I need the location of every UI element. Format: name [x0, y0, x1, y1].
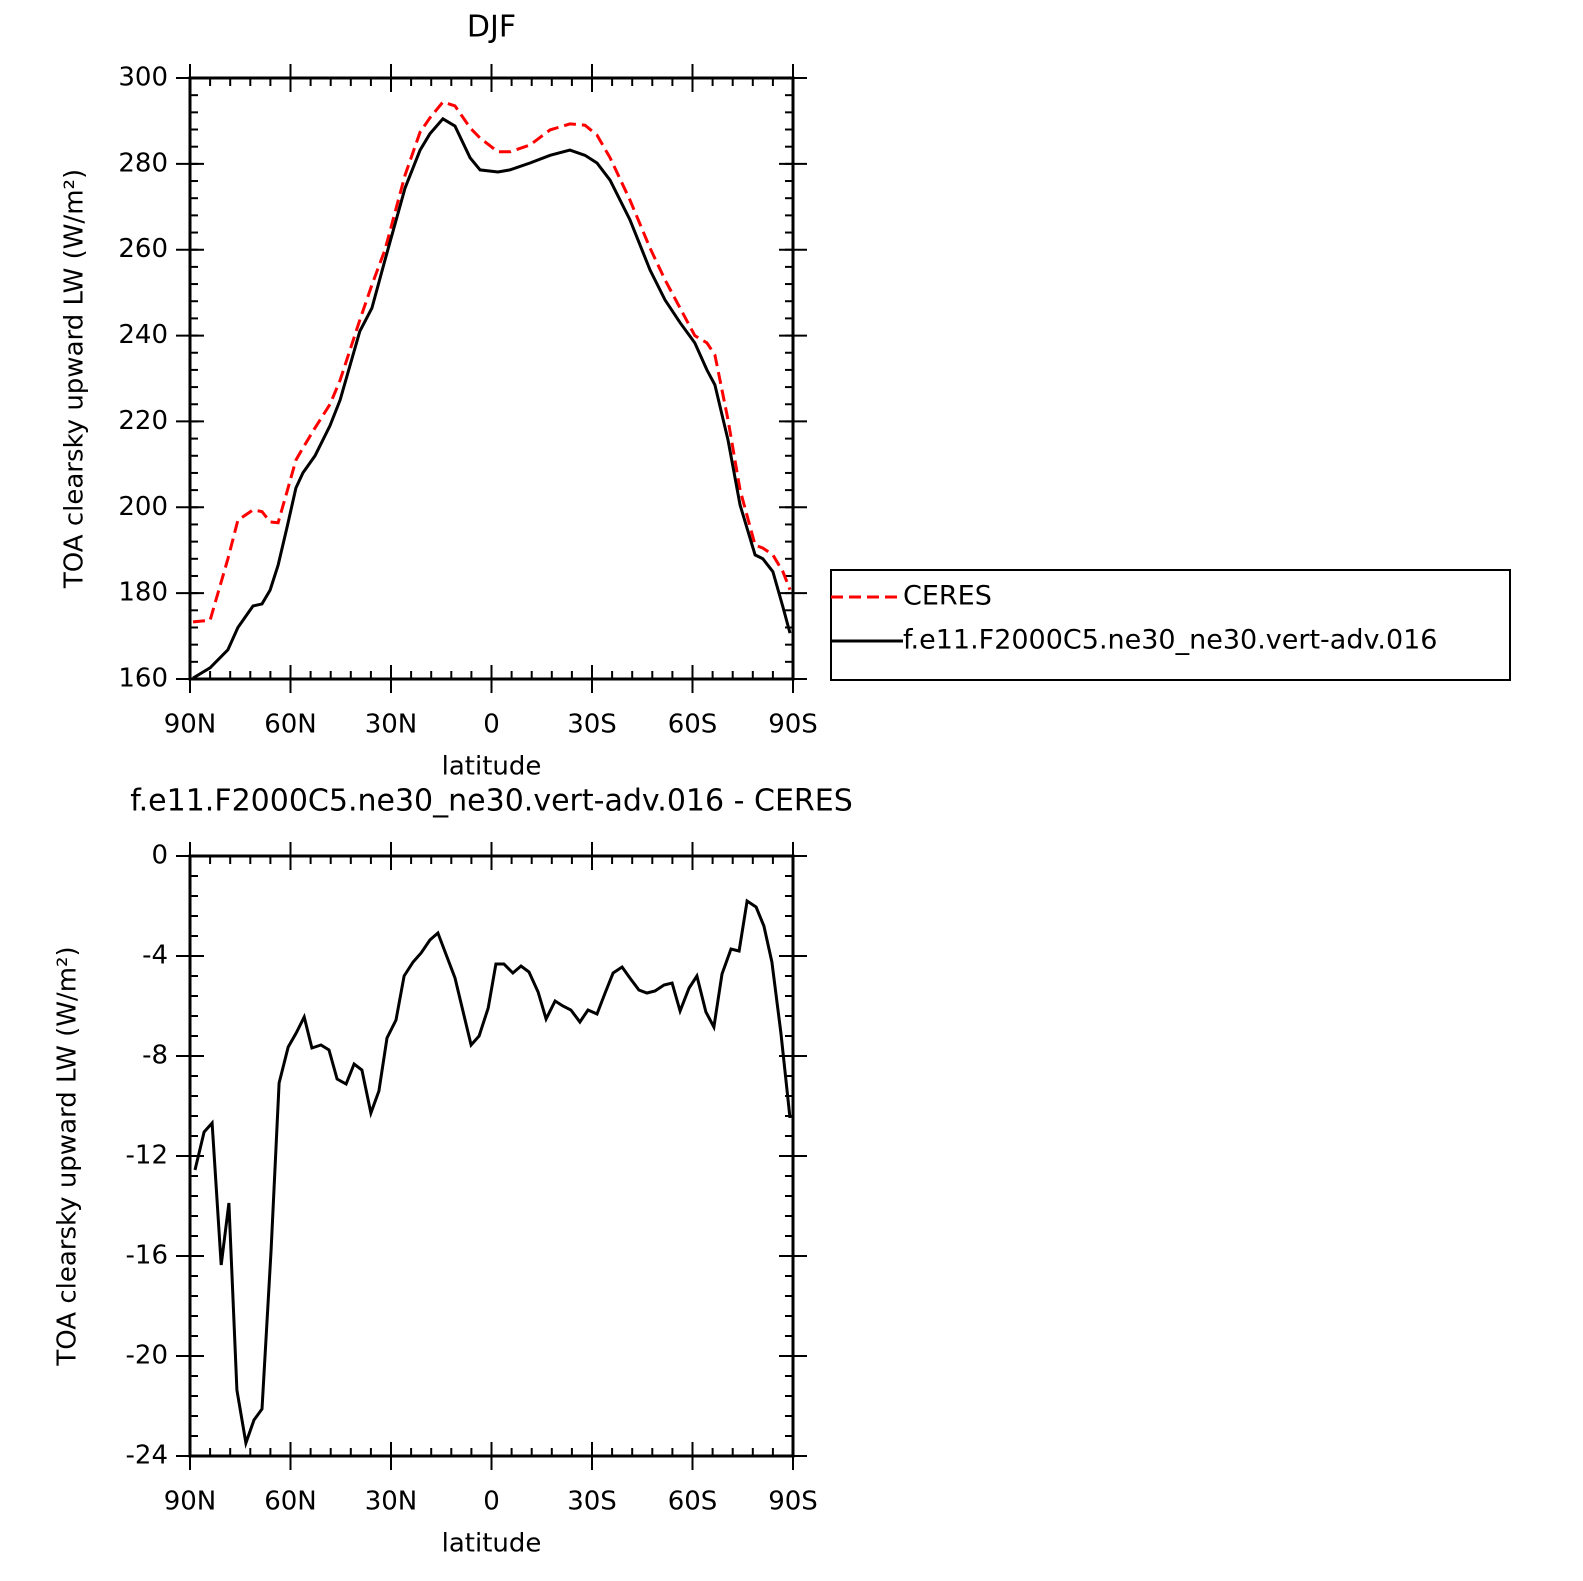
x-axis-label: latitude: [442, 752, 542, 782]
y-tick-label: 240: [118, 320, 168, 350]
y-tick-label: -24: [126, 1441, 168, 1471]
x-tick-label: 90S: [768, 1487, 818, 1517]
y-tick-label: 0: [151, 841, 168, 871]
y-tick-label: 260: [118, 234, 168, 264]
y-tick-label: -8: [142, 1041, 168, 1071]
y-axis-label: TOA clearsky upward LW (W/m²): [60, 169, 90, 589]
data-line: [192, 100, 792, 624]
x-tick-label: 60N: [264, 1487, 317, 1517]
x-tick-label: 0: [483, 710, 500, 740]
y-axis-label: TOA clearsky upward LW (W/m²): [53, 946, 83, 1366]
legend-label: f.e11.F2000C5.ne30_ne30.vert-adv.016: [903, 625, 1437, 656]
x-axis-label: latitude: [442, 1529, 542, 1559]
legend-label: CERES: [903, 581, 992, 612]
x-tick-label: 90S: [768, 710, 818, 740]
x-tick-label: 30S: [567, 710, 617, 740]
chart-title: DJF: [467, 10, 516, 45]
y-tick-label: 160: [118, 664, 168, 694]
data-line: [192, 116, 792, 680]
y-tick-label: -4: [142, 941, 168, 971]
y-tick-label: 220: [118, 406, 168, 436]
x-tick-label: 90N: [164, 710, 217, 740]
y-tick-label: -16: [126, 1241, 168, 1271]
x-tick-label: 60S: [668, 710, 718, 740]
y-tick-label: -12: [126, 1141, 168, 1171]
data-line: [193, 898, 792, 1449]
x-tick-label: 60N: [264, 710, 317, 740]
chart-title: f.e11.F2000C5.ne30_ne30.vert-adv.016 - C…: [130, 784, 853, 819]
x-tick-label: 30S: [567, 1487, 617, 1517]
y-tick-label: -20: [126, 1341, 168, 1371]
legend-box: [830, 569, 1511, 681]
x-tick-label: 60S: [668, 1487, 718, 1517]
y-tick-label: 180: [118, 578, 168, 608]
y-tick-label: 300: [118, 63, 168, 93]
plot-frame: [188, 76, 795, 681]
y-tick-label: 200: [118, 492, 168, 522]
x-tick-label: 30N: [365, 710, 418, 740]
x-tick-label: 0: [483, 1487, 500, 1517]
plot-frame: [188, 854, 795, 1458]
x-tick-label: 30N: [365, 1487, 418, 1517]
y-tick-label: 280: [118, 148, 168, 178]
x-tick-label: 90N: [164, 1487, 217, 1517]
